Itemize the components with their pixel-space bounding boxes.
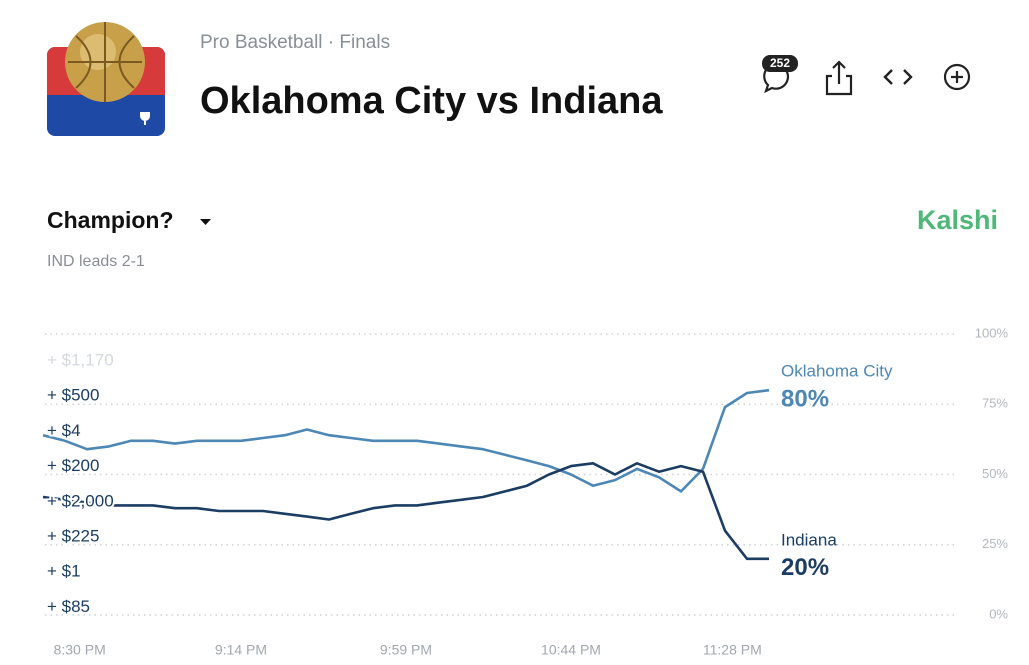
trade-ticker: + $200 <box>47 456 99 475</box>
series-line <box>42 388 770 493</box>
y-tick-label: 50% <box>982 466 1008 481</box>
series-end-label: 20% <box>781 554 829 581</box>
share-button[interactable] <box>825 60 853 96</box>
series-name: Oklahoma City <box>781 362 893 381</box>
x-tick-label: 9:59 PM <box>380 642 432 658</box>
x-tick-label: 10:44 PM <box>541 642 601 658</box>
series-end-label: 80% <box>781 386 829 413</box>
market-dropdown[interactable]: Champion? <box>47 207 211 233</box>
x-tick-label: 11:28 PM <box>703 642 762 658</box>
trade-ticker: + $1 <box>47 562 81 581</box>
trade-ticker: + $2,000 <box>47 491 114 510</box>
trade-ticker: + $4 <box>47 421 81 440</box>
x-tick-label: 8:30 PM <box>54 642 106 658</box>
y-tick-label: 75% <box>982 396 1008 411</box>
y-tick-label: 25% <box>982 536 1008 551</box>
series-line <box>42 462 769 561</box>
y-tick-label: 100% <box>975 325 1009 340</box>
chart: 0% 25% 50% 75% 100% 8:30 PM 9:14 PM 9:59 PM 10:4… <box>42 325 1009 658</box>
market-question: Champion? <box>47 207 174 233</box>
title: Oklahoma City vs Indiana <box>200 80 663 122</box>
y-tick-label: 0% <box>989 606 1008 621</box>
x-tick-label: 9:14 PM <box>215 642 267 658</box>
trade-ticker: + $85 <box>47 597 90 616</box>
embed-button[interactable] <box>883 69 913 85</box>
trade-ticker: + $1,170 <box>47 350 114 369</box>
comment-count: 252 <box>770 56 790 70</box>
add-button[interactable] <box>943 63 971 91</box>
category: Pro Basketball · Finals <box>200 32 390 53</box>
logo <box>47 22 165 136</box>
comments-button[interactable]: 252 <box>762 55 798 94</box>
trade-ticker: + $500 <box>47 386 99 405</box>
trade-ticker: + $225 <box>47 526 99 545</box>
brand: Kalshi <box>917 205 998 235</box>
series-status: IND leads 2-1 <box>47 253 145 270</box>
series-name: Indiana <box>781 530 837 549</box>
